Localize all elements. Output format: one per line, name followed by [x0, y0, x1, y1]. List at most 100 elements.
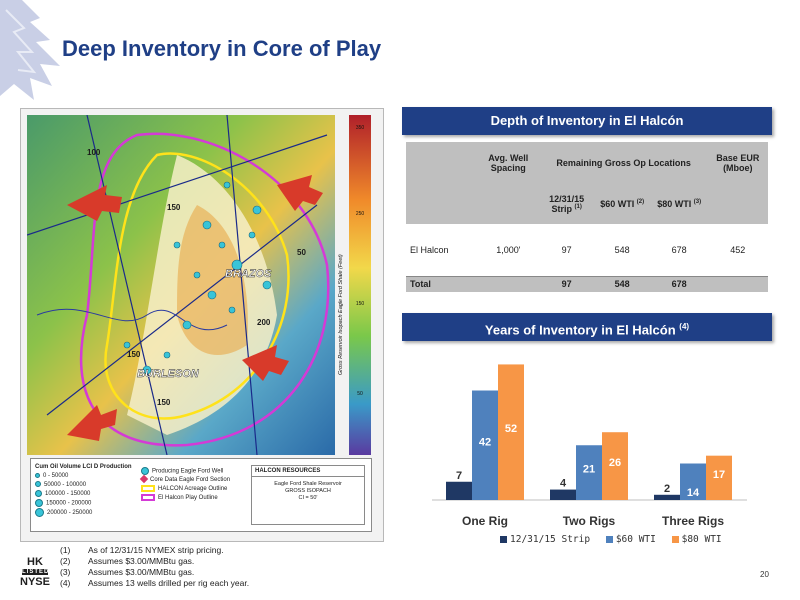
- footnote-num: (3): [60, 567, 71, 577]
- bar-data-label: 7: [456, 470, 462, 482]
- years-header: Years of Inventory in El Halcón (4): [402, 313, 772, 341]
- footnote-num: (4): [60, 578, 71, 588]
- acreage-outline-icon: [141, 485, 155, 492]
- sub-60-label: $60 WTI: [600, 199, 635, 209]
- sub-strip-label: 12/31/15 Strip: [549, 194, 585, 214]
- row-eur: 452: [730, 244, 746, 255]
- nyse-listed-badge: HK LISTED NYSE: [20, 556, 50, 588]
- company-box-line: CI = 50': [298, 495, 318, 501]
- footnote: (2) Assumes $3.00/MMBtu gas.: [60, 556, 249, 567]
- legend-swatch: [605, 536, 613, 543]
- bar-data-label: 14: [687, 487, 700, 499]
- ticker-listed: LISTED: [22, 569, 50, 575]
- contour-label: 200: [257, 318, 271, 327]
- bar: [472, 390, 498, 500]
- contour-label: 50: [297, 248, 306, 257]
- legend-item: El Halcon Play Outline: [158, 495, 218, 502]
- ticker-exchange: NYSE: [20, 576, 50, 588]
- footnote-num: (2): [60, 556, 71, 566]
- row-name: El Halcon: [410, 244, 449, 255]
- page-number: 20: [760, 570, 769, 579]
- company-info-box: HALCON RESOURCES Eagle Ford Shale Reserv…: [251, 465, 365, 525]
- company-box-title: HALCON RESOURCES: [252, 466, 364, 477]
- range-dot-icon: [35, 490, 42, 497]
- footnote-text: As of 12/31/15 NYMEX strip pricing.: [88, 545, 224, 555]
- contour-label: 150: [167, 203, 181, 212]
- footnotes: (1) As of 12/31/15 NYMEX strip pricing. (…: [60, 545, 249, 589]
- total-name: Total: [406, 275, 477, 292]
- bar: [706, 455, 732, 500]
- map-label-burleson: BURLESON: [137, 368, 200, 380]
- isopach-map-panel: BRAZOS BURLESON 150 150 150 200 100 50 3…: [20, 108, 384, 542]
- row-wti60: 548: [614, 244, 630, 255]
- legend-item: Core Data Eagle Ford Section: [150, 477, 231, 483]
- row-spacing: 1,000': [496, 244, 521, 255]
- scale-axis-label: Gross Reservoir Isopach Eagle Ford Shale…: [338, 254, 344, 375]
- category-label: Two Rigs: [563, 514, 616, 528]
- ticker-symbol: HK: [27, 556, 43, 568]
- sub-80: $80 WTI (3): [650, 184, 708, 224]
- legend-range: 100000 - 150000: [45, 491, 91, 498]
- contour-label: 100: [87, 148, 101, 157]
- legend-swatch: [500, 536, 507, 543]
- total-wti60: 548: [593, 275, 651, 292]
- table-row: El Halcon 1,000' 97 548 678 452: [406, 224, 768, 276]
- company-box-line: GROSS ISOPACH: [285, 488, 331, 494]
- inventory-header: Depth of Inventory in El Halcón: [402, 107, 772, 135]
- footnote-text: Assumes $3.00/MMBtu gas.: [88, 556, 195, 566]
- sub-80-label: $80 WTI: [657, 199, 692, 209]
- legend-range: 150000 - 200000: [46, 500, 92, 507]
- footnote: (1) As of 12/31/15 NYMEX strip pricing.: [60, 545, 249, 556]
- sub-strip: 12/31/15 Strip (1): [539, 184, 594, 224]
- footnote-text: Assumes $3.00/MMBtu gas.: [88, 567, 195, 577]
- footnote: (3) Assumes $3.00/MMBtu gas.: [60, 567, 249, 578]
- contour-label: 150: [127, 350, 141, 359]
- bar: [550, 489, 576, 500]
- category-label: Three Rigs: [662, 514, 724, 528]
- bar: [446, 481, 472, 500]
- bar-data-label: 26: [609, 457, 621, 469]
- legend-item: Producing Eagle Ford Well: [152, 468, 224, 475]
- category-label: One Rig: [462, 514, 508, 528]
- bar: [498, 364, 524, 500]
- range-dot-icon: [35, 508, 44, 517]
- legend-title: Cum Oil Volume LCI D Production: [35, 464, 132, 470]
- total-strip: 97: [539, 275, 594, 292]
- play-outline-icon: [141, 494, 155, 501]
- bar: [602, 432, 628, 500]
- range-dot-icon: [35, 481, 41, 488]
- scale-tick: 350: [356, 125, 365, 131]
- legend-item-strip: 12/31/15 Strip: [500, 534, 590, 545]
- range-dot-icon: [35, 472, 40, 478]
- footnote-ref: (2): [636, 199, 645, 205]
- halcon-wing-logo: [0, 0, 60, 100]
- map-legend: Cum Oil Volume LCI D Production 0 - 5000…: [30, 458, 372, 532]
- bar-data-label: 42: [479, 436, 491, 448]
- years-bar-chart: 7 42 52 One Rig 4 21 26 Two Rigs 2 14 17 Three Rigs: [432, 364, 747, 528]
- bar-data-label: 4: [560, 478, 567, 490]
- row-strip: 97: [561, 244, 572, 255]
- legend-item-60: $60 WTI: [605, 534, 656, 545]
- bar: [680, 463, 706, 500]
- total-wti80: 678: [650, 275, 708, 292]
- legend-range: 50000 - 100000: [44, 482, 87, 488]
- company-box-line: Eagle Ford Shale Reservoir: [274, 481, 342, 487]
- contour-label: 150: [157, 398, 171, 407]
- footnote: (4) Assumes 13 wells drilled per rig each…: [60, 578, 249, 589]
- bar-data-label: 17: [713, 469, 725, 481]
- legend-item: HALCON Acreage Outline: [158, 486, 228, 493]
- scale-tick: 150: [356, 301, 365, 307]
- legend-item-80: $80 WTI: [671, 534, 722, 545]
- scale-tick: 50: [357, 391, 363, 397]
- bar-data-label: 21: [583, 464, 595, 476]
- inventory-table: Avg. Well Spacing Remaining Gross Op Loc…: [406, 142, 768, 292]
- footnote-text: Assumes 13 wells drilled per rig each ye…: [88, 578, 250, 588]
- isopach-map: BRAZOS BURLESON 150 150 150 200 100 50 3…: [27, 115, 371, 455]
- bar: [576, 445, 602, 500]
- years-header-text: Years of Inventory in El Halcón: [484, 322, 676, 338]
- footnote-ref: (4): [679, 322, 690, 331]
- core-diamond-icon: [139, 475, 149, 484]
- well-dot-icon: [141, 467, 149, 475]
- chart-legend: 12/31/15 Strip $60 WTI $80 WTI: [500, 534, 732, 545]
- bar-data-label: 52: [505, 423, 517, 435]
